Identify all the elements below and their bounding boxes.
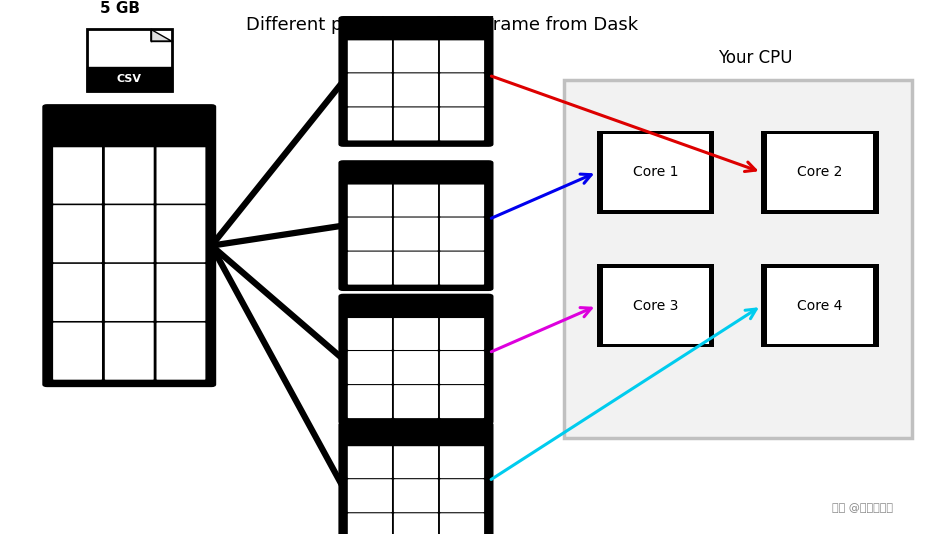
FancyBboxPatch shape [440, 385, 484, 418]
FancyBboxPatch shape [338, 16, 494, 147]
Text: CSV: CSV [117, 74, 142, 84]
FancyBboxPatch shape [394, 351, 438, 384]
FancyBboxPatch shape [761, 131, 879, 214]
FancyBboxPatch shape [597, 131, 714, 214]
FancyBboxPatch shape [394, 479, 438, 512]
FancyBboxPatch shape [340, 161, 492, 185]
FancyBboxPatch shape [348, 317, 392, 350]
FancyBboxPatch shape [394, 217, 438, 250]
FancyBboxPatch shape [440, 513, 484, 534]
FancyBboxPatch shape [53, 264, 102, 321]
FancyBboxPatch shape [440, 107, 484, 140]
FancyBboxPatch shape [87, 67, 171, 91]
FancyBboxPatch shape [603, 268, 709, 344]
FancyBboxPatch shape [340, 295, 492, 318]
FancyBboxPatch shape [348, 107, 392, 140]
Text: Core 3: Core 3 [633, 299, 679, 313]
FancyBboxPatch shape [440, 40, 484, 72]
FancyBboxPatch shape [348, 385, 392, 418]
FancyBboxPatch shape [440, 73, 484, 106]
FancyBboxPatch shape [53, 146, 102, 203]
FancyBboxPatch shape [440, 479, 484, 512]
Polygon shape [150, 29, 171, 41]
FancyBboxPatch shape [348, 40, 392, 72]
Text: Core 2: Core 2 [797, 165, 843, 179]
FancyBboxPatch shape [394, 445, 438, 478]
Text: Different partitions of dataframe from Dask: Different partitions of dataframe from D… [245, 16, 638, 34]
FancyBboxPatch shape [348, 73, 392, 106]
FancyBboxPatch shape [767, 134, 873, 210]
FancyBboxPatch shape [440, 184, 484, 216]
FancyBboxPatch shape [394, 252, 438, 285]
FancyBboxPatch shape [394, 184, 438, 216]
FancyBboxPatch shape [44, 105, 214, 147]
FancyBboxPatch shape [104, 146, 153, 203]
FancyBboxPatch shape [564, 80, 912, 438]
FancyBboxPatch shape [394, 73, 438, 106]
Text: Core 4: Core 4 [797, 299, 843, 313]
FancyBboxPatch shape [394, 513, 438, 534]
FancyBboxPatch shape [440, 445, 484, 478]
FancyBboxPatch shape [340, 423, 492, 446]
Text: 5 GB: 5 GB [100, 1, 140, 16]
FancyBboxPatch shape [440, 252, 484, 285]
FancyBboxPatch shape [42, 104, 216, 387]
FancyBboxPatch shape [104, 264, 153, 321]
FancyBboxPatch shape [338, 294, 494, 425]
FancyBboxPatch shape [156, 264, 205, 321]
FancyBboxPatch shape [348, 513, 392, 534]
FancyBboxPatch shape [156, 146, 205, 203]
FancyBboxPatch shape [156, 323, 205, 380]
FancyBboxPatch shape [348, 184, 392, 216]
FancyBboxPatch shape [440, 317, 484, 350]
FancyBboxPatch shape [394, 40, 438, 72]
FancyBboxPatch shape [440, 351, 484, 384]
FancyBboxPatch shape [156, 205, 205, 262]
FancyBboxPatch shape [767, 268, 873, 344]
FancyBboxPatch shape [87, 29, 171, 91]
FancyBboxPatch shape [348, 351, 392, 384]
FancyBboxPatch shape [338, 160, 494, 291]
FancyBboxPatch shape [348, 479, 392, 512]
FancyBboxPatch shape [104, 205, 153, 262]
Text: 头条 @不靠谱的猫: 头条 @不靠谱的猫 [832, 502, 893, 513]
FancyBboxPatch shape [348, 217, 392, 250]
Text: Your CPU: Your CPU [718, 49, 792, 67]
FancyBboxPatch shape [597, 264, 714, 347]
FancyBboxPatch shape [394, 317, 438, 350]
FancyBboxPatch shape [603, 134, 709, 210]
FancyBboxPatch shape [761, 264, 879, 347]
FancyBboxPatch shape [104, 323, 153, 380]
FancyBboxPatch shape [53, 323, 102, 380]
FancyBboxPatch shape [440, 217, 484, 250]
FancyBboxPatch shape [348, 445, 392, 478]
FancyBboxPatch shape [340, 17, 492, 41]
FancyBboxPatch shape [394, 107, 438, 140]
FancyBboxPatch shape [338, 422, 494, 534]
Text: Core 1: Core 1 [633, 165, 679, 179]
FancyBboxPatch shape [53, 205, 102, 262]
FancyBboxPatch shape [394, 385, 438, 418]
FancyBboxPatch shape [348, 252, 392, 285]
